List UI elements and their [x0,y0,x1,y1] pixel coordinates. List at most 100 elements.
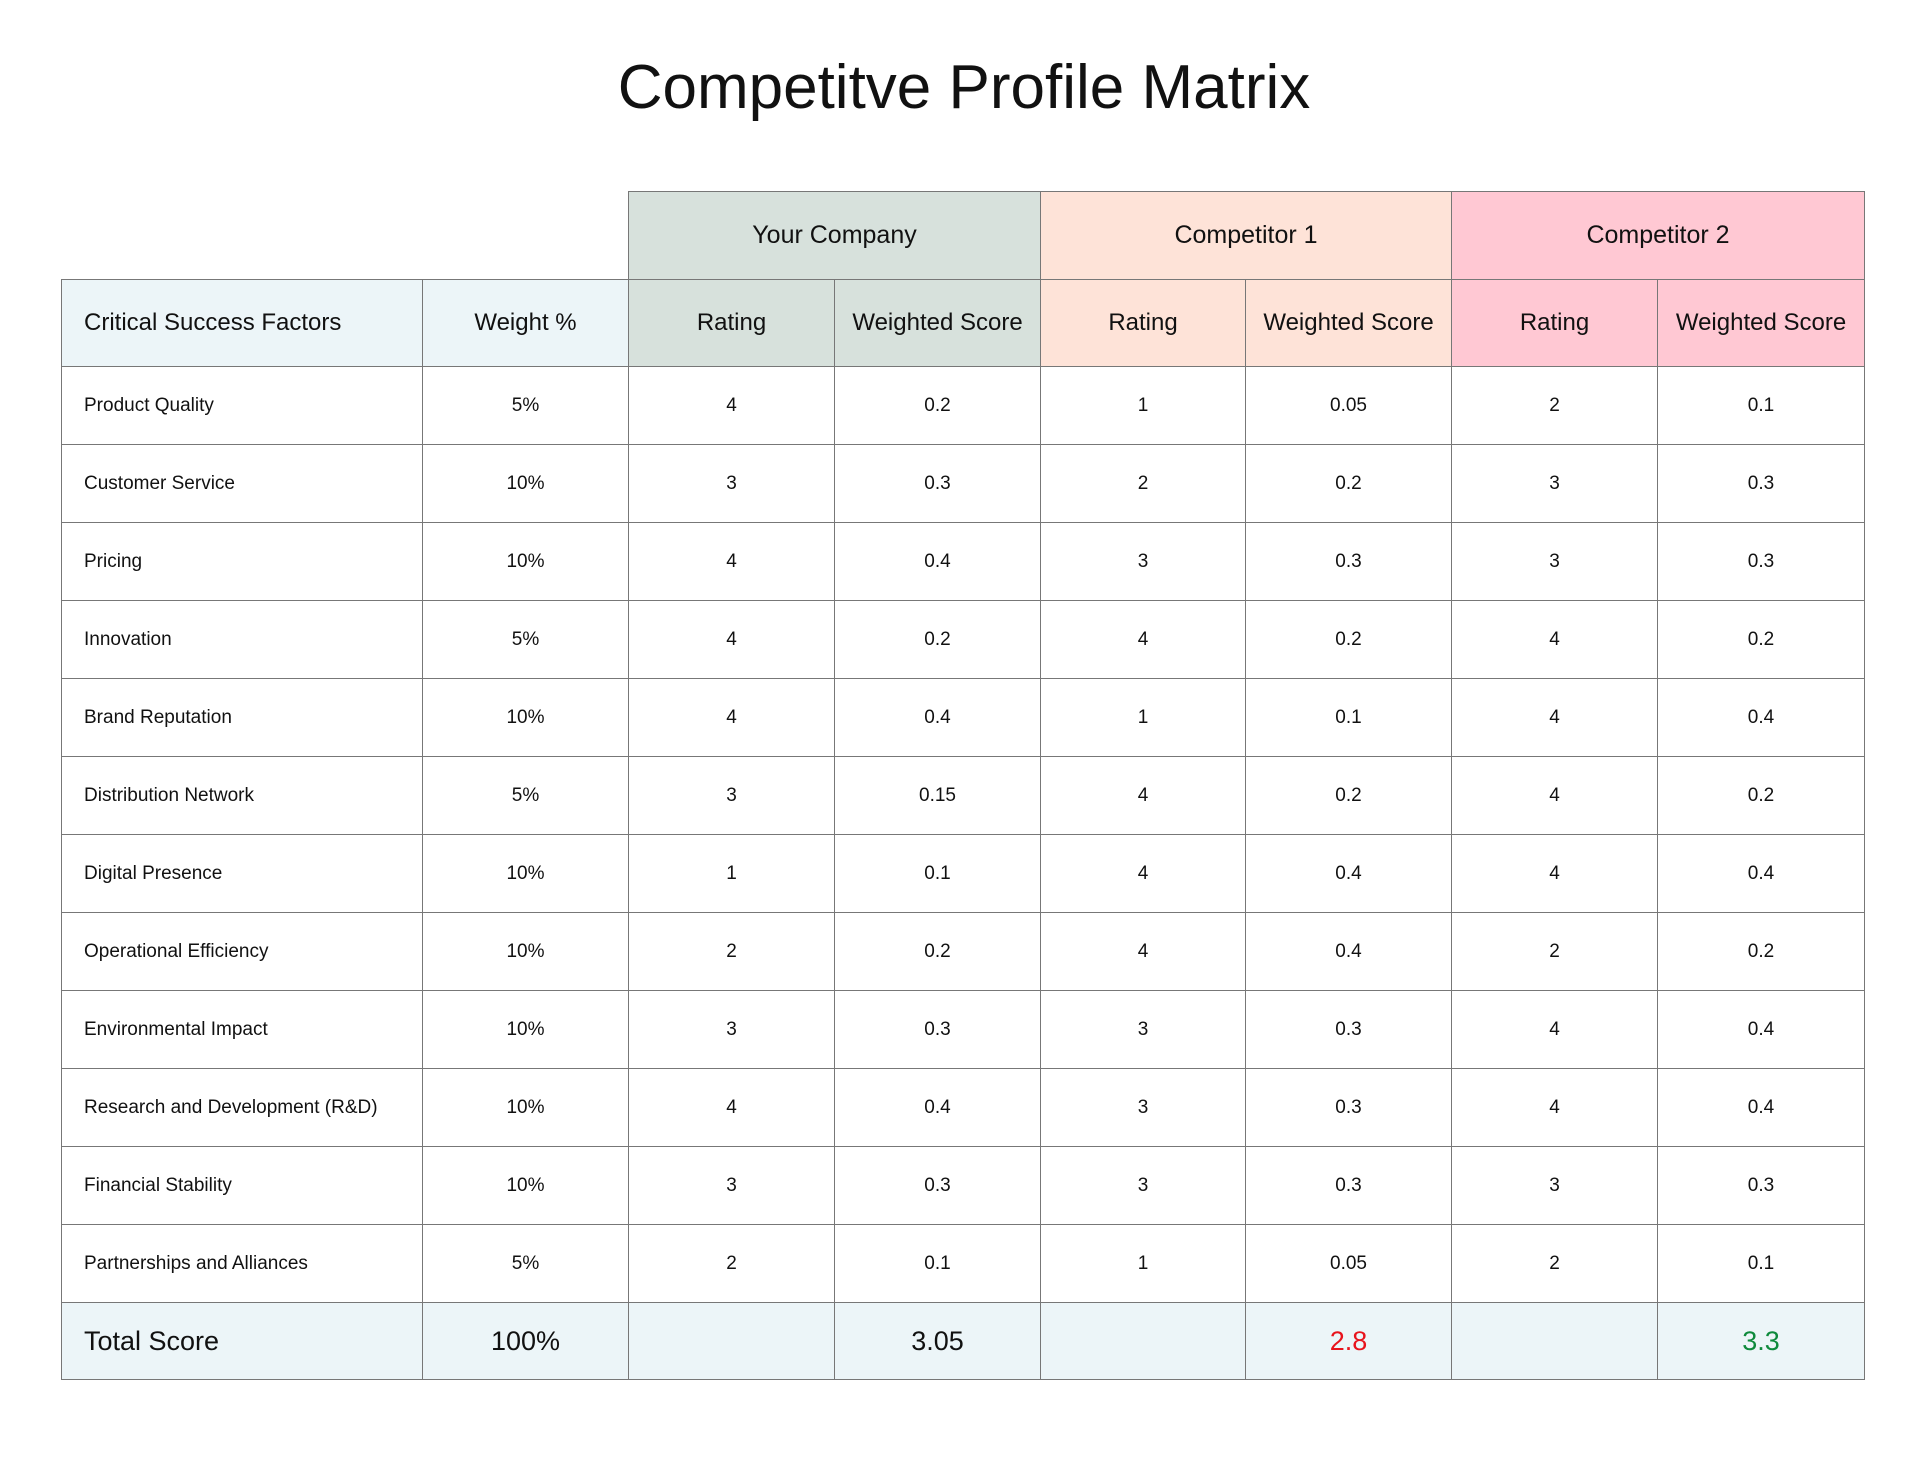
value-cell: 4 [1451,678,1659,757]
group-header-row: Your Company Competitor 1 Competitor 2 [61,191,1866,280]
value-cell: 3 [1040,1068,1247,1147]
value-cell: 0.3 [1245,1068,1453,1147]
value-cell: 4 [628,522,835,601]
value-cell: 0.3 [1657,522,1866,601]
value-cell: 3 [628,990,835,1069]
group-header: Competitor 1 [1040,191,1453,280]
factor-cell: Innovation [61,600,423,679]
value-cell: 0.4 [833,1068,1042,1147]
value-cell: 2 [1451,1224,1659,1303]
value-cell: 0.4 [1657,678,1866,757]
value-cell: 10% [422,678,629,757]
value-cell: 4 [1040,912,1247,991]
value-cell: 2 [1451,366,1659,445]
value-cell: 3 [628,444,835,523]
factor-cell: Customer Service [61,444,423,523]
factor-cell: Operational Efficiency [61,912,423,991]
factor-cell: Research and Development (R&D) [61,1068,423,1147]
value-cell: 0.2 [833,912,1042,991]
value-cell: 0.1 [833,1224,1042,1303]
group-header: Your Company [627,191,1042,280]
column-header: Critical Success Factors [61,279,423,367]
data-row: Customer Service 10% 3 0.3 2 0.2 3 0.3 [61,444,1866,523]
value-cell: 0.4 [1657,1068,1866,1147]
value-cell: 0.3 [1245,1146,1453,1225]
value-cell: 3 [1451,522,1659,601]
factor-cell: Financial Stability [61,1146,423,1225]
value-cell: 0.4 [833,522,1042,601]
value-cell: 10% [422,1146,629,1225]
value-cell: 4 [628,600,835,679]
value-cell: 0.2 [833,600,1042,679]
column-header: Weight % [422,279,629,367]
data-row: Research and Development (R&D) 10% 4 0.4 3 0.… [61,1068,1866,1147]
value-cell: 0.05 [1245,366,1453,445]
title: Competitve Profile Matrix [617,53,1311,122]
data-row: Digital Presence 10% 1 0.1 4 0.4 4 0.4 [61,834,1866,913]
data-row: Operational Efficiency 10% 2 0.2 4 0.4 2 0.2 [61,912,1866,991]
value-cell: 3 [628,756,835,835]
value-cell: 3 [1451,444,1659,523]
value-cell: 3 [1040,1146,1247,1225]
total-row: Total Score 100% 3.05 2.8 3.3 [61,1302,1866,1380]
value-cell: 3 [1040,522,1247,601]
value-cell: 10% [422,444,629,523]
total-label: Total Score [61,1302,423,1380]
value-cell: 0.2 [1245,444,1453,523]
column-header-row: Critical Success Factors Weight % Rating We… [61,279,1866,367]
total-weight: 100% [422,1302,629,1380]
value-cell: 5% [422,1224,629,1303]
factor-cell: Environmental Impact [61,990,423,1069]
blank-cell [61,191,629,280]
value-cell: 3 [1451,1146,1659,1225]
value-cell: 0.4 [1245,834,1453,913]
value-cell: 4 [1451,1068,1659,1147]
total-score: 2.8 [1245,1302,1453,1380]
value-cell: 0.4 [1657,834,1866,913]
value-cell: 5% [422,600,629,679]
data-row: Innovation 5% 4 0.2 4 0.2 4 0.2 [61,600,1866,679]
value-cell: 0.1 [1657,366,1866,445]
value-cell: 0.1 [1245,678,1453,757]
value-cell: 4 [1040,600,1247,679]
data-row: Pricing 10% 4 0.4 3 0.3 3 0.3 [61,522,1866,601]
value-cell: 2 [628,912,835,991]
column-header: Rating [1451,279,1659,367]
value-cell: 0.4 [1657,990,1866,1069]
value-cell: 4 [628,366,835,445]
factor-cell: Digital Presence [61,834,423,913]
value-cell: 5% [422,756,629,835]
data-row: Product Quality 5% 4 0.2 1 0.05 2 0.1 [61,366,1866,445]
data-row: Financial Stability 10% 3 0.3 3 0.3 3 0.3 [61,1146,1866,1225]
value-cell: 10% [422,912,629,991]
value-cell: 0.3 [833,1146,1042,1225]
value-cell: 2 [1040,444,1247,523]
column-header: Weighted Score [1245,279,1453,367]
value-cell: 3 [1040,990,1247,1069]
value-cell: 4 [1451,990,1659,1069]
value-cell: 2 [1451,912,1659,991]
value-cell: 0.3 [833,990,1042,1069]
value-cell: 4 [1451,600,1659,679]
value-cell: 0.1 [833,834,1042,913]
value-cell: 3 [628,1146,835,1225]
value-cell: 10% [422,522,629,601]
value-cell: 4 [1040,834,1247,913]
factor-cell: Product Quality [61,366,423,445]
value-cell: 0.3 [1245,522,1453,601]
factor-cell: Distribution Network [61,756,423,835]
value-cell: 0.2 [1657,600,1866,679]
data-row: Partnerships and Alliances 5% 2 0.1 1 0.05 2 0.… [61,1224,1866,1303]
empty-cell [1040,1302,1247,1380]
factor-cell: Partnerships and Alliances [61,1224,423,1303]
data-row: Distribution Network 5% 3 0.15 4 0.2 4 0.2 [61,756,1866,835]
value-cell: 1 [1040,678,1247,757]
value-cell: 0.2 [1657,912,1866,991]
value-cell: 4 [1040,756,1247,835]
value-cell: 1 [1040,366,1247,445]
empty-cell [1451,1302,1659,1380]
value-cell: 4 [1451,834,1659,913]
column-header: Rating [628,279,835,367]
matrix-table: Your Company Competitor 1 Competitor 2 Crit… [61,191,1866,1380]
